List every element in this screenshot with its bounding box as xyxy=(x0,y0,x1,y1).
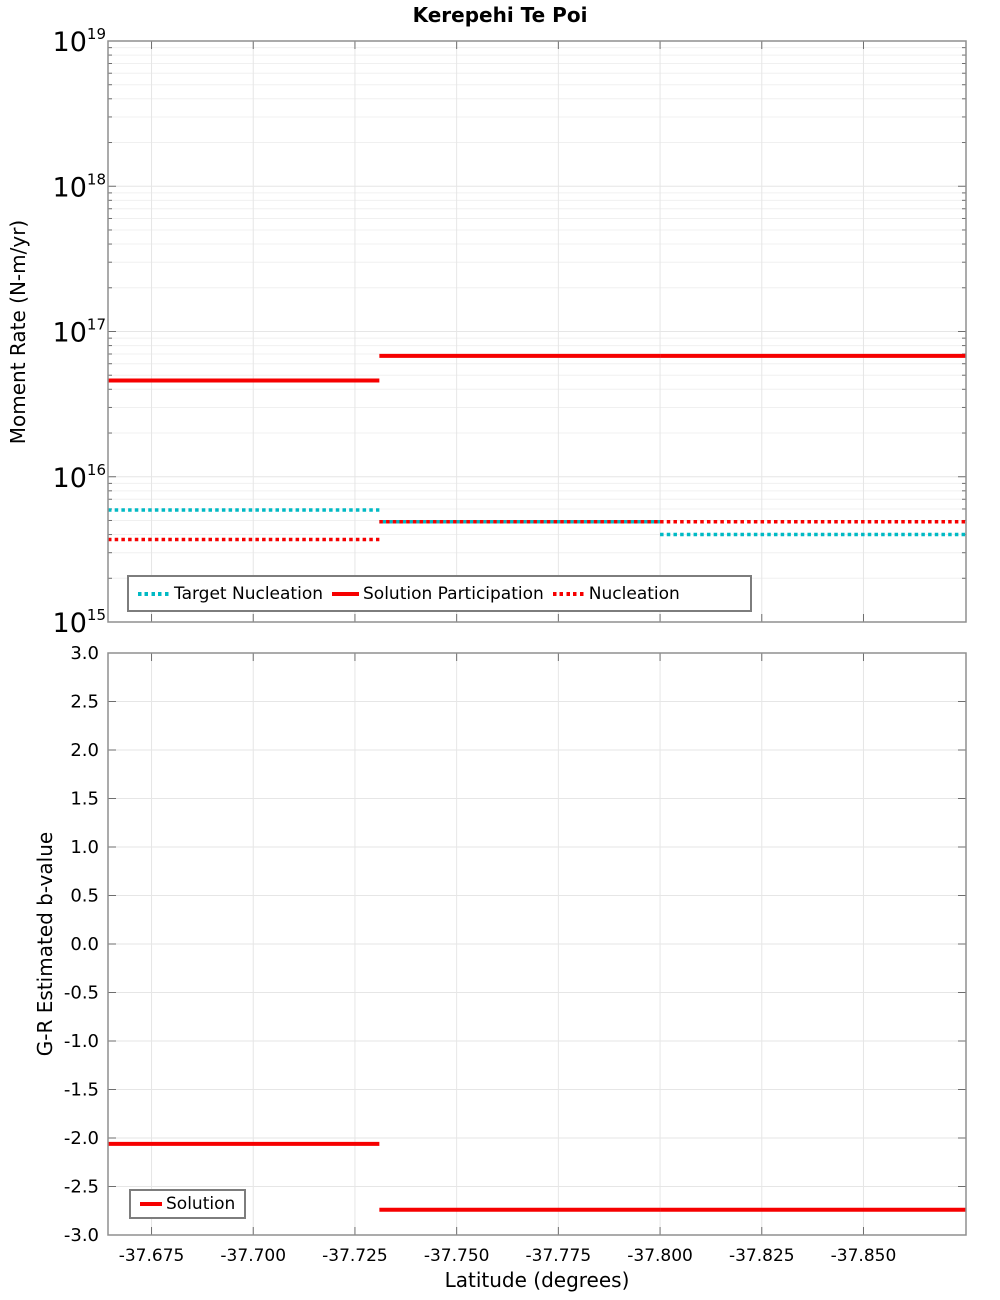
y-tick-label: -2.0 xyxy=(64,1128,99,1149)
red-solid-line-swatch-icon xyxy=(332,591,359,596)
legend-label: Nucleation xyxy=(588,583,680,604)
log-tick-label: 1015 xyxy=(53,606,106,639)
y-tick-label: 1.5 xyxy=(70,789,99,810)
y-tick-label: 0.5 xyxy=(70,886,99,907)
log-tick-label: 1016 xyxy=(53,461,106,494)
legend-label: Solution Participation xyxy=(363,583,544,604)
latitude-axis-title: Latitude (degrees) xyxy=(444,1268,630,1292)
bottom-panel-legend: Solution xyxy=(129,1189,247,1219)
y-tick-label: 1.0 xyxy=(70,837,99,858)
x-tick-label: -37.825 xyxy=(729,1246,795,1266)
x-tick-label: -37.725 xyxy=(322,1246,388,1266)
y-tick-label: 2.0 xyxy=(70,740,99,761)
red-solid-line-swatch-icon xyxy=(140,1202,162,1206)
bottom-panel-frame xyxy=(107,652,967,1236)
log-tick-label: 1017 xyxy=(53,316,106,349)
y-tick-label: -1.0 xyxy=(64,1031,99,1052)
red-dotted-line-swatch-icon xyxy=(552,591,585,596)
top-panel-frame xyxy=(107,40,967,623)
x-tick-label: -37.850 xyxy=(831,1246,897,1266)
log-tick-label: 1019 xyxy=(53,25,106,58)
legend-item-solution-participation: Solution Participation xyxy=(332,584,544,604)
log-tick-label: 1018 xyxy=(53,170,106,203)
x-tick-label: -37.800 xyxy=(627,1246,693,1266)
y-tick-label: -3.0 xyxy=(64,1225,99,1246)
y-tick-label: 3.0 xyxy=(70,643,99,664)
legend-item-target-nucleation: Target Nucleation xyxy=(138,584,323,604)
y-tick-label: 0.0 xyxy=(70,934,99,955)
top-panel-legend: Target Nucleation Solution Participation… xyxy=(127,575,752,612)
x-tick-label: -37.675 xyxy=(119,1246,185,1266)
legend-item-solution: Solution xyxy=(140,1194,235,1214)
x-tick-label: -37.700 xyxy=(220,1246,286,1266)
y-tick-label: -0.5 xyxy=(64,983,99,1004)
y-tick-label: -2.5 xyxy=(64,1177,99,1198)
x-tick-label: -37.750 xyxy=(424,1246,490,1266)
y-tick-label: 2.5 xyxy=(70,692,99,713)
b-value-axis-title: G-R Estimated b-value xyxy=(33,831,57,1057)
y-tick-label: -1.5 xyxy=(64,1080,99,1101)
x-tick-label: -37.775 xyxy=(526,1246,592,1266)
cyan-dotted-line-swatch-icon xyxy=(138,591,170,596)
chart-title: Kerepehi Te Poi xyxy=(412,3,588,27)
legend-label: Target Nucleation xyxy=(174,583,323,604)
moment-rate-axis-title: Moment Rate (N-m/yr) xyxy=(6,219,30,445)
legend-label: Solution xyxy=(166,1194,236,1214)
legend-item-nucleation: Nucleation xyxy=(552,583,680,604)
